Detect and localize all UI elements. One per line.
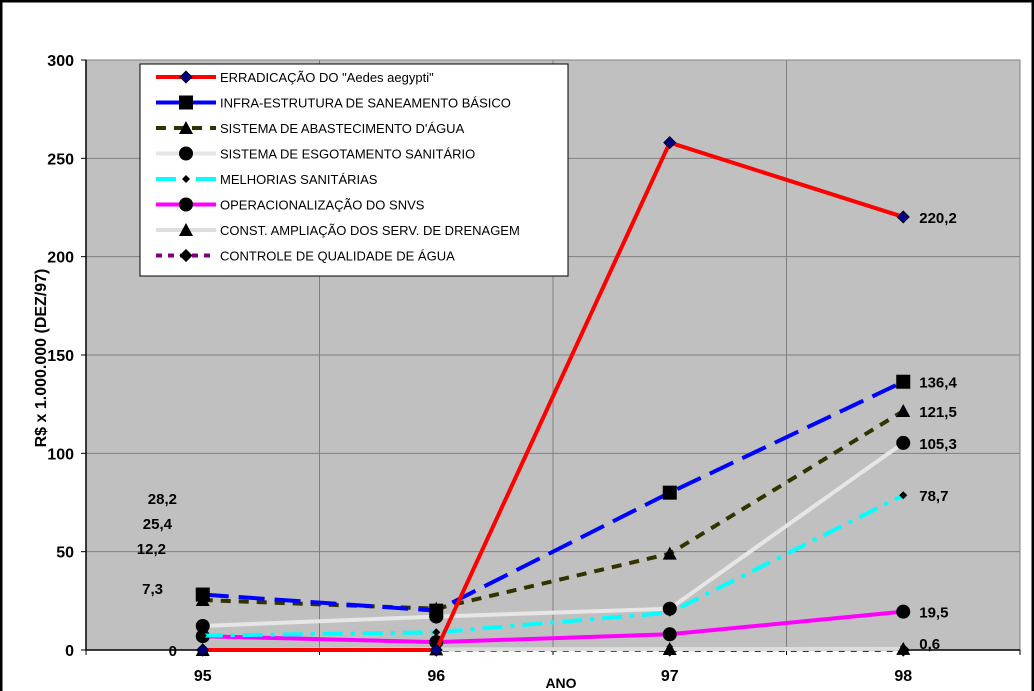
legend-marker [179, 223, 193, 236]
legend-marker [179, 197, 193, 212]
legend-label: SISTEMA DE ABASTECIMENTO D'ÁGUA [220, 121, 465, 136]
data-point [896, 404, 911, 418]
data-point [429, 643, 443, 657]
legend-label: CONST. AMPLIAÇÃO DOS SERV. DE DRENAGEM [220, 223, 520, 238]
data-point [662, 627, 677, 642]
series-line [202, 493, 905, 638]
data-label: 28,2 [148, 491, 177, 508]
data-point [662, 546, 677, 560]
data-label: 25,4 [143, 516, 173, 533]
y-tick-label: 50 [56, 545, 74, 562]
data-label: 136,4 [919, 375, 957, 392]
data-point [663, 136, 677, 150]
y-tick-label: 250 [47, 151, 74, 168]
x-tick-label: 98 [894, 668, 912, 685]
data-point [896, 210, 910, 224]
legend-item: SISTEMA DE ABASTECIMENTO D'ÁGUA [156, 121, 465, 136]
legend-label: SISTEMA DE ESGOTAMENTO SANITÁRIO [220, 147, 475, 162]
data-label: 78,7 [919, 488, 948, 505]
data-label: 121,5 [919, 404, 957, 421]
data-label: 12,2 [137, 541, 166, 558]
data-point [195, 619, 210, 634]
y-tick-label: 300 [47, 53, 74, 70]
data-label: 220,2 [919, 210, 957, 227]
data-label: 0,6 [919, 636, 940, 653]
y-tick-label: 200 [47, 250, 74, 267]
data-point [899, 491, 908, 500]
y-tick-label: 100 [47, 446, 74, 463]
series-0 [196, 136, 910, 657]
data-point [662, 485, 677, 500]
data-point [198, 631, 207, 640]
legend-item: ERRADICAÇÃO DO "Aedes aegypti" [156, 70, 434, 85]
x-axis-label: ANO [545, 675, 576, 691]
legend-item: SISTEMA DE ESGOTAMENTO SANITÁRIO [156, 146, 475, 162]
legend-label: ERRADICAÇÃO DO "Aedes aegypti" [220, 70, 434, 85]
series-line [202, 441, 905, 629]
series-group [195, 136, 911, 657]
x-tick-label: 97 [661, 668, 679, 685]
data-point [432, 628, 441, 637]
series-5 [195, 604, 911, 650]
series-1 [195, 374, 911, 618]
data-label: 19,5 [919, 605, 948, 622]
data-label: 0 [169, 643, 177, 660]
data-label: 105,3 [919, 436, 957, 453]
data-label: 7,3 [142, 581, 163, 598]
data-point [196, 643, 210, 657]
series-line [202, 379, 905, 613]
y-tick-label: 0 [65, 643, 74, 660]
y-tick-label: 150 [47, 348, 74, 365]
data-point [429, 603, 444, 618]
legend-marker [179, 248, 193, 263]
legend-label: OPERACIONALIZAÇÃO DO SNVS [220, 198, 425, 213]
legend-label: MELHORIAS SANITÁRIAS [220, 172, 378, 187]
series-line [202, 609, 904, 645]
series-line [202, 140, 904, 652]
legend-item: CONST. AMPLIAÇÃO DOS SERV. DE DRENAGEM [156, 223, 520, 238]
data-point [195, 587, 210, 602]
legend-marker [179, 146, 193, 161]
legend-marker [179, 95, 193, 110]
series-4 [198, 491, 908, 640]
legend-item: INFRA-ESTRUTURA DE SANEAMENTO BÁSICO [156, 95, 511, 111]
legend: ERRADICAÇÃO DO "Aedes aegypti" INFRA-ESTR… [139, 63, 569, 277]
legend-box [139, 63, 569, 277]
legend-marker [179, 70, 193, 84]
legend-marker [182, 175, 190, 183]
x-tick-label: 96 [427, 668, 445, 685]
data-point [896, 604, 911, 619]
data-point [896, 435, 911, 450]
data-point [662, 601, 677, 616]
x-tick-label: 95 [194, 668, 212, 685]
data-labels: 220,2 28,2 136,4 25,4 121,5 12,2 105,3 7,3 78,7 1… [137, 210, 958, 660]
legend-item: MELHORIAS SANITÁRIAS [156, 172, 378, 187]
legend-item: OPERACIONALIZAÇÃO DO SNVS [156, 197, 425, 213]
legend-label: CONTROLE DE QUALIDADE DE ÁGUA [220, 249, 455, 264]
y-axis-label: R$ x 1.000.000 (DEZ/97) [33, 269, 50, 448]
y-axis-ticks: 0 50 100 150 200 250 300 [47, 53, 87, 660]
legend-item: CONTROLE DE QUALIDADE DE ÁGUA [156, 249, 455, 264]
series-3 [195, 435, 911, 634]
legend-label: INFRA-ESTRUTURA DE SANEAMENTO BÁSICO [220, 96, 511, 111]
legend-marker [179, 121, 193, 134]
data-point [896, 641, 911, 655]
data-point [662, 642, 677, 656]
data-point [896, 374, 911, 389]
